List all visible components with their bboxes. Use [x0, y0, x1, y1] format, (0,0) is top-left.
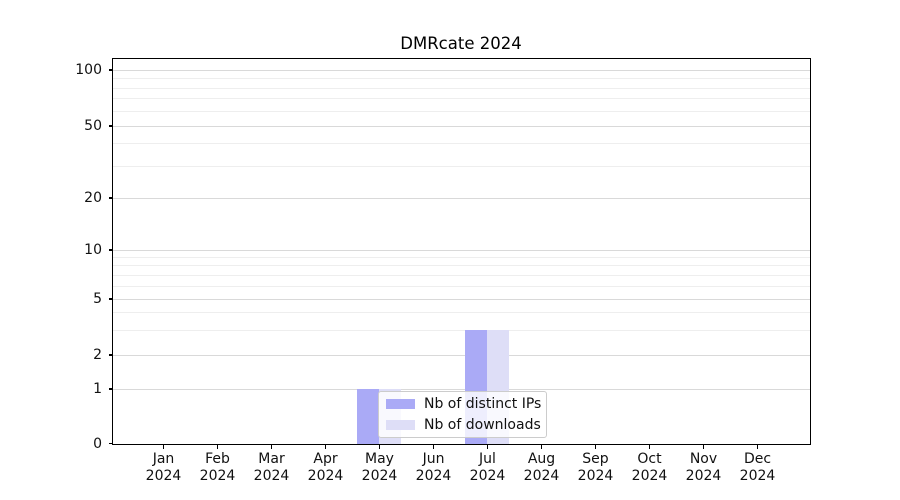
minor-gridline [112, 312, 810, 314]
major-gridline [112, 298, 810, 300]
y-tick-mark [108, 69, 113, 71]
chart-title: DMRcate 2024 [400, 34, 522, 53]
legend-swatch-distinct-ips [386, 399, 415, 409]
x-tick-label: Sep 2024 [577, 451, 614, 484]
minor-gridline [112, 274, 810, 276]
y-tick-mark [108, 197, 113, 199]
bar-may-distinct-ips [357, 389, 379, 444]
y-tick-mark [108, 298, 113, 300]
x-tick-mark [270, 444, 273, 449]
y-tick-label: 100 [75, 62, 102, 78]
x-tick-label: May 2024 [361, 451, 398, 484]
x-tick-label: Mar 2024 [253, 451, 290, 484]
x-tick-mark [162, 444, 165, 449]
x-tick-mark [324, 444, 327, 449]
x-tick-mark [594, 444, 597, 449]
y-tick-mark [108, 125, 113, 127]
x-tick-label: Jan 2024 [145, 451, 182, 484]
legend-row: Nb of distinct IPs [386, 395, 546, 413]
major-gridline [112, 388, 810, 390]
minor-gridline [112, 110, 810, 112]
minor-gridline [112, 265, 810, 267]
major-gridline [112, 125, 810, 127]
x-tick-mark [216, 444, 219, 449]
y-tick-mark [108, 249, 113, 251]
minor-gridline [112, 256, 810, 258]
major-gridline [112, 197, 810, 199]
y-tick-label: 20 [84, 190, 102, 206]
x-tick-label: Oct 2024 [631, 451, 668, 484]
y-tick-label: 50 [84, 118, 102, 134]
minor-gridline [112, 143, 810, 145]
y-tick-mark [108, 388, 113, 390]
y-tick-mark [108, 354, 113, 356]
x-tick-label: Nov 2024 [685, 451, 722, 484]
y-tick-label: 2 [93, 347, 102, 363]
y-tick-mark [108, 442, 113, 445]
legend-row: Nb of downloads [386, 416, 546, 434]
x-tick-mark [648, 444, 651, 449]
x-tick-label: Dec 2024 [739, 451, 776, 484]
x-tick-label: Jul 2024 [469, 451, 506, 484]
legend: Nb of distinct IPs Nb of downloads [378, 391, 547, 438]
major-gridline [112, 249, 810, 251]
minor-gridline [112, 87, 810, 89]
minor-gridline [112, 285, 810, 287]
x-tick-mark [378, 444, 381, 449]
x-tick-label: Jun 2024 [415, 451, 452, 484]
x-tick-label: Aug 2024 [523, 451, 560, 484]
major-gridline [112, 354, 810, 356]
x-tick-mark [432, 444, 435, 449]
y-tick-label: 5 [93, 291, 102, 307]
x-tick-label: Feb 2024 [199, 451, 236, 484]
legend-swatch-downloads [386, 420, 415, 430]
x-tick-mark [540, 444, 543, 449]
y-tick-label: 10 [84, 242, 102, 258]
minor-gridline [112, 78, 810, 79]
x-tick-mark [486, 444, 489, 449]
x-tick-mark [702, 444, 705, 449]
minor-gridline [112, 165, 810, 167]
plot-area [111, 57, 811, 445]
x-tick-label: Apr 2024 [307, 451, 344, 484]
legend-label: Nb of downloads [424, 417, 541, 433]
major-gridline [112, 69, 810, 71]
legend-label: Nb of distinct IPs [424, 396, 542, 412]
minor-gridline [112, 98, 810, 100]
minor-gridline [112, 329, 810, 331]
x-tick-mark [756, 444, 759, 449]
y-tick-label: 1 [93, 381, 102, 397]
y-tick-label: 0 [93, 435, 102, 452]
